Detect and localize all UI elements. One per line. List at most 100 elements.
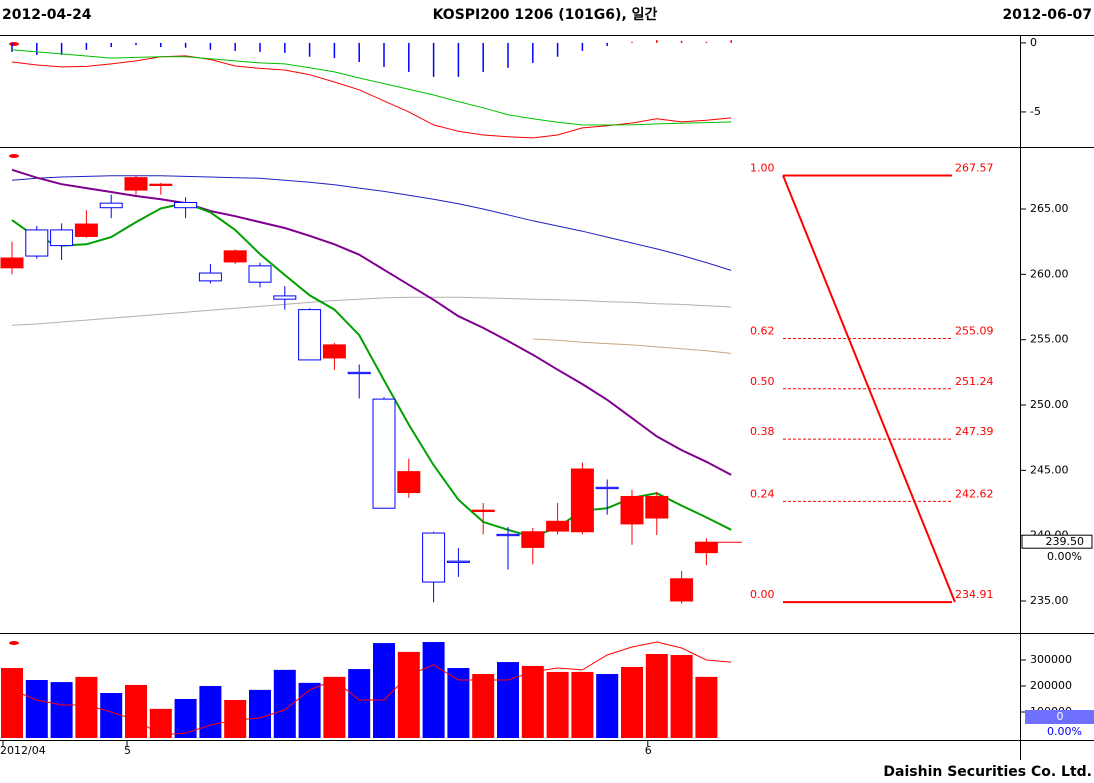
- y-tick-label: 0: [1030, 36, 1037, 49]
- candle-body: [298, 309, 322, 361]
- volume-bar: [149, 708, 172, 738]
- y-tick-label: 235.00: [1030, 594, 1069, 607]
- volume-bar: [273, 669, 296, 738]
- indicator-line: [11, 641, 732, 736]
- fib-ratio-label: 0.24: [750, 487, 775, 500]
- candle-body: [223, 250, 247, 263]
- y-tick-label: 245.00: [1030, 463, 1069, 476]
- fib-price-label: 247.39: [955, 425, 994, 438]
- y-tick-label: 200000: [1030, 679, 1072, 692]
- fib-price-label: 242.62: [955, 487, 994, 500]
- indicator-line: [11, 49, 732, 126]
- end-date: 2012-06-07: [1002, 7, 1092, 23]
- candle-body: [273, 295, 297, 300]
- candle-body: [198, 272, 222, 282]
- current-volume-box: [1025, 710, 1094, 724]
- volume-change-label: 0.00%: [1047, 725, 1082, 738]
- fib-price-label: 234.91: [955, 588, 994, 601]
- volume-bar: [50, 682, 73, 738]
- candle-body: [397, 471, 421, 494]
- volume-bar: [670, 655, 693, 738]
- fib-price-label: 251.24: [955, 375, 994, 388]
- candle-body: [174, 201, 198, 209]
- volume-bar: [25, 679, 48, 738]
- candle-body: [620, 495, 644, 525]
- x-tick-label: 6: [645, 744, 652, 757]
- candle-body: [248, 265, 272, 283]
- indicator-dot: [9, 154, 19, 158]
- y-tick-label: 265.00: [1030, 202, 1069, 215]
- candle-body: [372, 398, 396, 509]
- candle-body: [124, 177, 148, 191]
- volume-bar: [472, 674, 495, 738]
- fib-ratio-label: 0.62: [750, 324, 775, 337]
- volume-bar: [397, 651, 420, 738]
- volume-bar: [249, 689, 271, 738]
- fib-price-label: 255.09: [955, 324, 994, 337]
- x-tick-label: 5: [124, 744, 131, 757]
- y-tick-label: 250.00: [1030, 398, 1069, 411]
- change-label: 0.00%: [1047, 550, 1082, 563]
- fib-ratio-label: 0.00: [750, 588, 775, 601]
- volume-bar: [645, 653, 668, 738]
- volume-bar: [497, 662, 519, 738]
- chart-title: KOSPI200 1206 (101G6), 일간: [433, 6, 658, 23]
- volume-bar: [422, 642, 445, 738]
- indicator-line: [11, 168, 732, 476]
- x-tick-label: 2012/04: [0, 744, 46, 757]
- volume-bar: [373, 643, 395, 738]
- candle-body: [322, 344, 346, 359]
- volume-bar: [75, 676, 98, 738]
- fib-ratio-label: 0.38: [750, 425, 775, 438]
- indicator-dot: [9, 42, 19, 46]
- indicator-dot: [9, 641, 19, 645]
- indicator-line: [532, 338, 732, 354]
- volume-bar: [621, 666, 643, 738]
- indicator-line: [11, 175, 732, 271]
- current-price-box: [1021, 534, 1093, 549]
- frame: [0, 35, 1094, 760]
- fib-ratio-label: 1.00: [750, 161, 775, 174]
- candle-body: [25, 229, 49, 257]
- candle-body: [670, 578, 694, 602]
- volume-bar: [199, 685, 222, 738]
- fib-ratio-label: 0.50: [750, 375, 775, 388]
- indicator-line: [11, 202, 732, 539]
- volume-bar: [100, 693, 123, 738]
- volume-bar: [521, 665, 544, 738]
- candle-body: [645, 495, 669, 519]
- y-tick-label: 260.00: [1030, 267, 1069, 280]
- volume-bar: [224, 700, 247, 738]
- candle-body: [446, 560, 470, 563]
- start-date: 2012-04-24: [2, 7, 92, 23]
- current-volume-label: 0: [1057, 710, 1064, 723]
- volume-bar: [546, 671, 569, 738]
- volume-bar: [348, 669, 371, 738]
- volume-bar: [596, 674, 619, 738]
- candle-body: [694, 541, 718, 554]
- volume-bar: [1, 668, 23, 738]
- fib-trend: [782, 175, 956, 603]
- y-tick-label: -5: [1030, 105, 1041, 118]
- candle-body: [50, 229, 74, 247]
- current-price-label: 239.50: [1046, 535, 1085, 548]
- candle-body: [99, 202, 123, 209]
- footer: Daishin Securities Co. Ltd.: [883, 764, 1092, 780]
- candle-body: [347, 371, 371, 375]
- volume-bar: [174, 698, 197, 738]
- candle-body: [74, 223, 98, 237]
- indicator-line: [11, 296, 732, 326]
- volume-bar: [323, 676, 346, 738]
- fib-price-label: 267.57: [955, 161, 994, 174]
- candle-body: [570, 468, 594, 533]
- candle-body: [149, 183, 173, 186]
- candle-body: [422, 532, 446, 583]
- candle-body: [546, 520, 570, 532]
- volume-bar: [695, 676, 718, 738]
- candle-body: [595, 486, 619, 490]
- candle-body: [496, 533, 520, 537]
- volume-bar: [125, 684, 147, 738]
- candle-body: [521, 531, 545, 548]
- volume-bar: [571, 671, 594, 738]
